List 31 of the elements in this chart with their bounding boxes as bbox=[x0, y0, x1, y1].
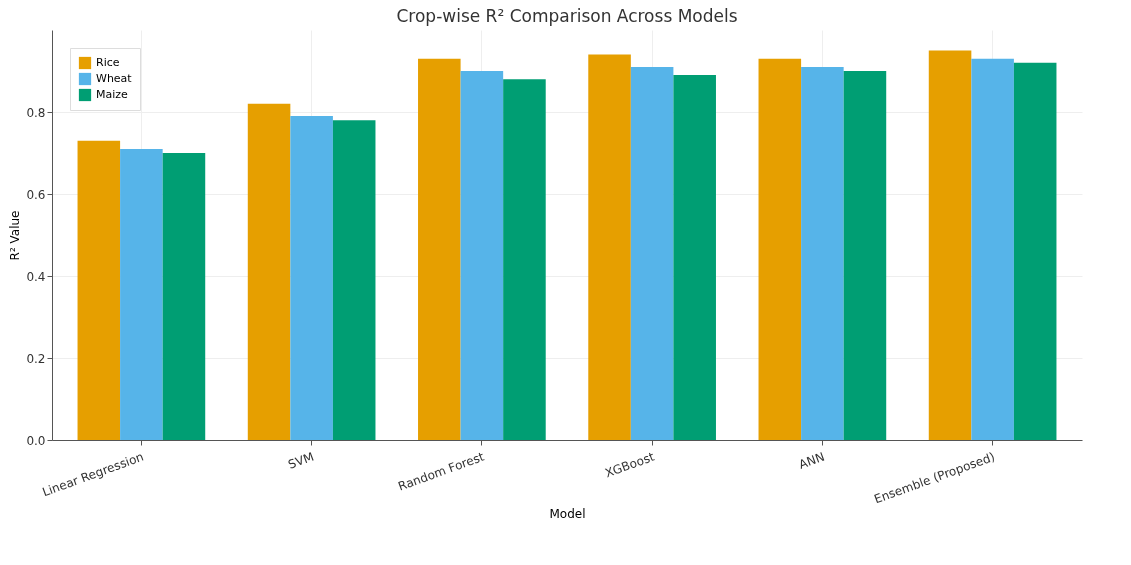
bar bbox=[801, 66, 844, 440]
y-tick-label: 0.0 bbox=[26, 433, 46, 448]
bar bbox=[162, 153, 206, 440]
y-tick-label: 0.4 bbox=[26, 269, 46, 284]
bar bbox=[460, 71, 504, 440]
bar bbox=[588, 54, 631, 440]
bar bbox=[673, 75, 716, 440]
bar bbox=[77, 140, 121, 440]
bar bbox=[247, 103, 291, 440]
legend-label: Wheat bbox=[96, 72, 133, 85]
bar bbox=[120, 148, 163, 440]
legend-label: Rice bbox=[96, 56, 120, 69]
y-tick-label: 0.6 bbox=[26, 187, 46, 202]
bar bbox=[503, 79, 546, 440]
bar bbox=[928, 50, 972, 440]
x-tick-label: ANN bbox=[797, 449, 827, 472]
bar bbox=[1013, 62, 1057, 440]
bar bbox=[290, 116, 333, 440]
legend-label: Maize bbox=[96, 88, 129, 101]
bar bbox=[630, 66, 674, 440]
y-tick-label: 0.8 bbox=[26, 105, 46, 120]
x-tick-label: SVM bbox=[286, 449, 316, 472]
y-tick-label: 0.2 bbox=[26, 351, 46, 366]
y-axis-title: R² Value bbox=[8, 210, 23, 261]
chart-title: Crop-wise R² Comparison Across Models bbox=[396, 6, 738, 26]
bar bbox=[758, 58, 802, 440]
bar bbox=[843, 71, 887, 440]
bar bbox=[971, 58, 1014, 440]
bar bbox=[418, 58, 461, 440]
bar bbox=[332, 120, 376, 440]
x-axis-title: Model bbox=[549, 507, 586, 522]
